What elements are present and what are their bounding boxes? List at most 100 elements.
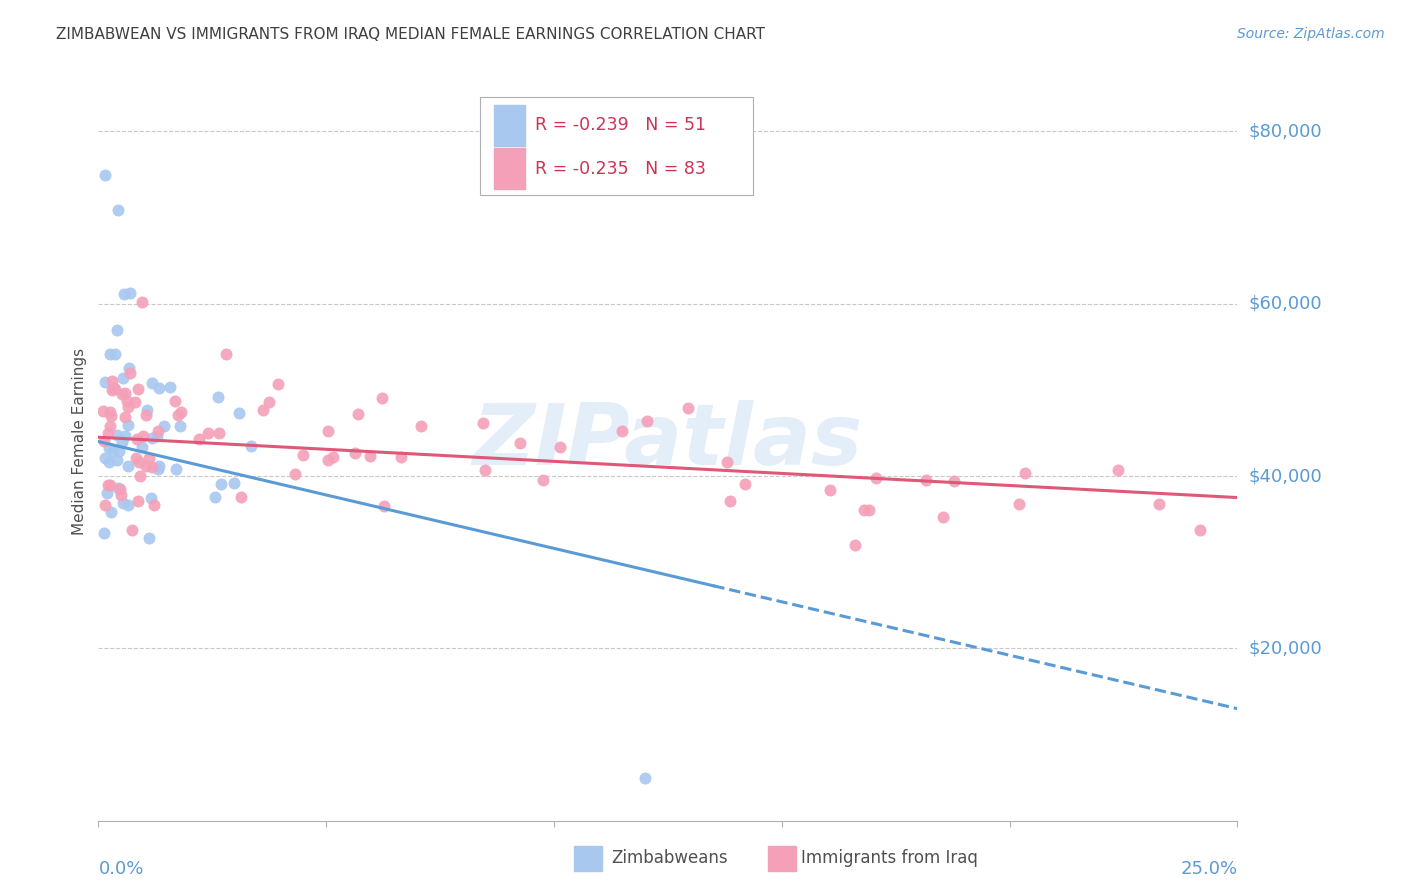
Point: [548, 440, 571, 454]
Point: [103, 444, 125, 458]
Point: [94, 450, 117, 465]
Point: [114, 409, 136, 424]
Text: $60,000: $60,000: [1249, 294, 1322, 313]
Point: [108, 482, 131, 496]
Point: [316, 453, 339, 467]
Point: [141, 459, 163, 474]
Point: [240, 439, 263, 453]
Text: $20,000: $20,000: [1249, 640, 1322, 657]
Point: [204, 490, 226, 504]
Point: [224, 475, 246, 490]
Text: 0.0%: 0.0%: [98, 860, 143, 878]
Point: [373, 499, 395, 513]
Text: $80,000: $80,000: [1249, 122, 1322, 140]
Point: [359, 449, 381, 463]
Point: [509, 436, 531, 450]
Point: [117, 458, 139, 473]
Point: [1189, 524, 1212, 538]
Point: [138, 531, 160, 545]
Point: [101, 383, 124, 397]
Point: [135, 408, 157, 422]
Point: [718, 493, 741, 508]
Point: [100, 506, 122, 520]
Point: [389, 450, 412, 464]
Point: [844, 538, 866, 552]
Text: ZIMBABWEAN VS IMMIGRANTS FROM IRAQ MEDIAN FEMALE EARNINGS CORRELATION CHART: ZIMBABWEAN VS IMMIGRANTS FROM IRAQ MEDIA…: [56, 27, 765, 42]
Point: [105, 453, 128, 467]
Point: [820, 483, 842, 497]
Point: [252, 403, 274, 417]
Y-axis label: Median Female Earnings: Median Female Earnings: [72, 348, 87, 535]
Point: [153, 419, 176, 434]
Point: [159, 380, 181, 394]
Text: Zimbabweans: Zimbabweans: [612, 849, 728, 867]
Text: R = -0.235   N = 83: R = -0.235 N = 83: [534, 160, 706, 178]
Point: [93, 526, 115, 541]
Point: [141, 376, 163, 390]
Text: 25.0%: 25.0%: [1180, 860, 1237, 878]
Point: [105, 323, 128, 337]
Point: [865, 471, 887, 485]
Point: [96, 486, 118, 500]
Point: [111, 387, 134, 401]
Point: [915, 473, 938, 487]
Point: [188, 432, 211, 446]
Text: Immigrants from Iraq: Immigrants from Iraq: [801, 849, 979, 867]
Point: [284, 467, 307, 481]
Point: [114, 386, 136, 401]
Point: [1014, 466, 1036, 480]
Point: [610, 424, 633, 438]
Point: [124, 451, 146, 466]
Bar: [494, 148, 526, 189]
Point: [215, 347, 238, 361]
Point: [141, 491, 163, 505]
Point: [98, 418, 121, 433]
Point: [112, 286, 135, 301]
Point: [344, 446, 367, 460]
Point: [347, 407, 370, 421]
Text: $40,000: $40,000: [1249, 467, 1322, 485]
Point: [94, 168, 117, 182]
Point: [98, 477, 121, 491]
Point: [932, 509, 955, 524]
Point: [135, 403, 157, 417]
Point: [94, 498, 117, 512]
Point: [637, 415, 659, 429]
Text: ZIPatlas: ZIPatlas: [472, 400, 863, 483]
Point: [267, 377, 290, 392]
Point: [1147, 497, 1170, 511]
Point: [97, 425, 120, 440]
Point: [111, 370, 134, 384]
Text: Source: ZipAtlas.com: Source: ZipAtlas.com: [1237, 27, 1385, 41]
Point: [141, 431, 163, 445]
Point: [146, 428, 169, 442]
Point: [208, 426, 231, 441]
Point: [316, 425, 339, 439]
Point: [257, 395, 280, 409]
Point: [132, 428, 155, 442]
Text: R = -0.239   N = 51: R = -0.239 N = 51: [534, 116, 706, 135]
Point: [148, 458, 170, 473]
Point: [125, 432, 148, 446]
Point: [138, 451, 160, 466]
FancyBboxPatch shape: [479, 96, 754, 195]
Point: [124, 395, 146, 409]
Point: [148, 424, 170, 438]
Point: [98, 405, 121, 419]
Point: [112, 496, 135, 510]
Point: [131, 295, 153, 310]
Point: [121, 523, 143, 537]
Bar: [494, 104, 526, 146]
Point: [98, 455, 121, 469]
Point: [676, 401, 699, 415]
Point: [207, 390, 229, 404]
Point: [94, 375, 117, 389]
Point: [167, 409, 190, 423]
Point: [110, 435, 132, 450]
Point: [370, 392, 392, 406]
Point: [117, 400, 139, 414]
Point: [100, 409, 122, 424]
Point: [148, 381, 170, 395]
Point: [169, 418, 191, 433]
Point: [531, 473, 554, 487]
